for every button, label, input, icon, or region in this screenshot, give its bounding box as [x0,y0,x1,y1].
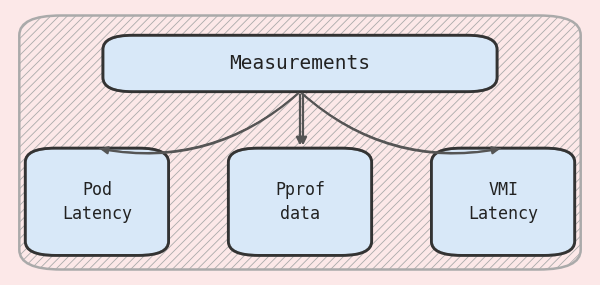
FancyBboxPatch shape [229,148,371,255]
FancyBboxPatch shape [103,35,497,92]
FancyBboxPatch shape [431,148,575,255]
FancyBboxPatch shape [431,148,575,255]
FancyBboxPatch shape [19,15,581,270]
FancyBboxPatch shape [229,148,371,255]
Text: VMI
Latency: VMI Latency [468,181,538,223]
FancyBboxPatch shape [25,148,169,255]
Text: Pod
Latency: Pod Latency [62,181,132,223]
FancyBboxPatch shape [103,35,497,92]
Text: Pprof
data: Pprof data [275,181,325,223]
Text: Measurements: Measurements [229,54,371,73]
FancyBboxPatch shape [25,148,169,255]
